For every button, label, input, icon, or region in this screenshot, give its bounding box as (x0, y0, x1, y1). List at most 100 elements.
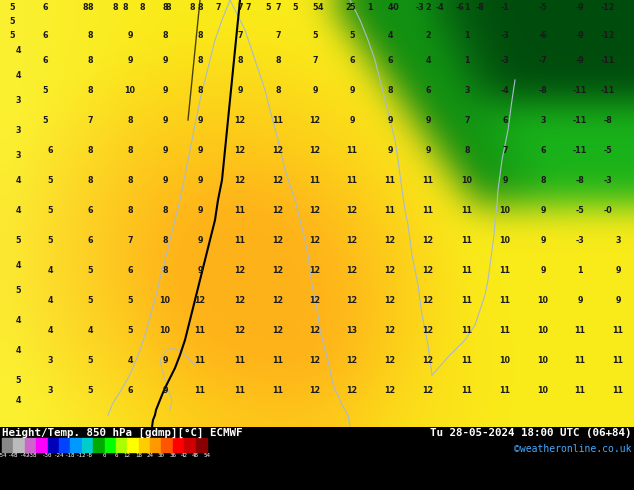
Text: -8: -8 (576, 175, 585, 185)
Text: 6: 6 (127, 386, 133, 394)
Text: -38: -38 (27, 453, 37, 458)
Text: 11: 11 (500, 386, 510, 394)
Text: 12: 12 (384, 236, 396, 245)
Text: 9: 9 (425, 146, 430, 154)
Text: 11: 11 (273, 386, 283, 394)
Text: 8: 8 (165, 3, 171, 13)
Text: 11: 11 (195, 356, 205, 365)
Text: 12: 12 (309, 386, 321, 394)
Text: 12: 12 (384, 295, 396, 304)
Text: 11: 11 (235, 356, 245, 365)
Text: 12: 12 (124, 453, 131, 458)
Text: 42: 42 (181, 453, 188, 458)
Text: 8: 8 (162, 3, 168, 13)
Text: 4: 4 (317, 3, 323, 13)
Text: 3: 3 (615, 236, 621, 245)
Text: 12: 12 (309, 146, 321, 154)
Text: 12: 12 (273, 175, 283, 185)
Text: 9: 9 (577, 295, 583, 304)
Text: 6: 6 (87, 205, 93, 215)
Text: 7: 7 (275, 30, 281, 40)
Text: 4: 4 (15, 175, 21, 185)
Text: -30: -30 (42, 453, 53, 458)
Text: 11: 11 (612, 356, 623, 365)
Text: 13: 13 (347, 325, 358, 335)
Text: -9: -9 (576, 55, 585, 65)
Text: 7: 7 (313, 55, 318, 65)
Text: 8: 8 (87, 85, 93, 95)
Text: -0: -0 (604, 205, 612, 215)
Text: 12: 12 (422, 325, 434, 335)
Text: 8: 8 (162, 236, 168, 245)
Text: -6: -6 (539, 30, 547, 40)
Text: 4: 4 (425, 55, 430, 65)
Text: 8: 8 (387, 85, 393, 95)
Text: 9: 9 (127, 55, 133, 65)
Text: 12: 12 (346, 266, 358, 274)
Bar (105, 438, 116, 452)
Text: -12: -12 (601, 30, 615, 40)
Text: 10: 10 (538, 325, 548, 335)
Text: 6: 6 (387, 55, 392, 65)
Text: 12: 12 (422, 295, 434, 304)
Text: 7: 7 (502, 146, 508, 154)
Text: -3: -3 (576, 236, 585, 245)
Text: 12: 12 (309, 325, 321, 335)
Text: 12: 12 (195, 295, 205, 304)
Text: Height/Temp. 850 hPa [gdmp][°C] ECMWF: Height/Temp. 850 hPa [gdmp][°C] ECMWF (2, 428, 242, 438)
Bar (36, 438, 48, 452)
Text: -3: -3 (501, 55, 509, 65)
Text: 11: 11 (574, 356, 586, 365)
Text: 10: 10 (462, 175, 472, 185)
Text: 8: 8 (82, 3, 88, 13)
Text: -3: -3 (416, 3, 424, 13)
Text: 12: 12 (346, 295, 358, 304)
Text: 8: 8 (87, 175, 93, 185)
Text: 8: 8 (162, 205, 168, 215)
Text: 5: 5 (349, 3, 355, 13)
Text: -12: -12 (77, 453, 87, 458)
Text: -9: -9 (576, 3, 585, 13)
Text: 5: 5 (349, 30, 355, 40)
Text: 11: 11 (195, 386, 205, 394)
Bar (59, 438, 70, 452)
Text: 11: 11 (235, 205, 245, 215)
Text: 4: 4 (15, 261, 21, 270)
Text: 4: 4 (48, 266, 53, 274)
Text: 12: 12 (422, 266, 434, 274)
Text: 4: 4 (15, 71, 21, 79)
Text: 11: 11 (384, 205, 396, 215)
Text: 8: 8 (189, 3, 195, 13)
Text: -18: -18 (65, 453, 75, 458)
Text: 11: 11 (462, 295, 472, 304)
Bar (48, 438, 59, 452)
Text: 4: 4 (15, 316, 21, 324)
Text: 9: 9 (162, 146, 168, 154)
Text: 5: 5 (87, 356, 93, 365)
Text: 9: 9 (197, 266, 203, 274)
Text: 6: 6 (114, 453, 118, 458)
Text: 12: 12 (384, 266, 396, 274)
Text: 7: 7 (87, 116, 93, 124)
Text: 11: 11 (574, 386, 586, 394)
Text: 11: 11 (235, 236, 245, 245)
Text: 8: 8 (197, 55, 203, 65)
Text: 8: 8 (87, 146, 93, 154)
Text: -54: -54 (0, 453, 7, 458)
Text: 3: 3 (15, 150, 21, 160)
Text: -12: -12 (601, 3, 615, 13)
Text: 3: 3 (540, 116, 546, 124)
Bar (196, 438, 207, 452)
Text: 12: 12 (384, 325, 396, 335)
Text: 12: 12 (273, 295, 283, 304)
Bar (150, 438, 162, 452)
Text: -7: -7 (539, 55, 547, 65)
Text: 8: 8 (139, 3, 145, 13)
Text: 12: 12 (346, 386, 358, 394)
Text: 9: 9 (349, 116, 355, 124)
Text: 9: 9 (425, 116, 430, 124)
Text: 5: 5 (10, 3, 15, 13)
Text: 9: 9 (313, 85, 318, 95)
Text: 10: 10 (160, 325, 171, 335)
Text: 4: 4 (48, 295, 53, 304)
